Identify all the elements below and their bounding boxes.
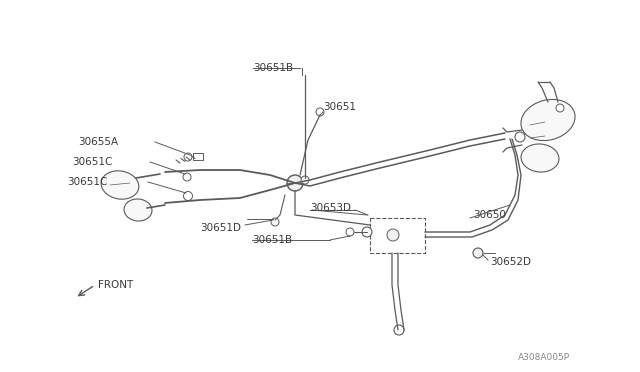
Text: A308A005P: A308A005P — [518, 353, 570, 362]
Text: 30650: 30650 — [473, 210, 506, 220]
Text: 30651B: 30651B — [252, 235, 292, 245]
Text: 30653D: 30653D — [310, 203, 351, 213]
Ellipse shape — [101, 171, 139, 199]
Circle shape — [183, 173, 191, 181]
Ellipse shape — [521, 99, 575, 141]
Text: 30655A: 30655A — [78, 137, 118, 147]
Ellipse shape — [521, 144, 559, 172]
Text: 30652D: 30652D — [490, 257, 531, 267]
Bar — [193, 153, 203, 160]
Text: 30651: 30651 — [323, 102, 356, 112]
Circle shape — [473, 248, 483, 258]
Circle shape — [316, 108, 324, 116]
Circle shape — [287, 175, 303, 191]
Text: FRONT: FRONT — [98, 280, 133, 290]
Text: 30651C: 30651C — [67, 177, 108, 187]
Circle shape — [184, 192, 193, 201]
Circle shape — [556, 104, 564, 112]
Text: 30651B: 30651B — [253, 63, 293, 73]
Text: 30651C: 30651C — [72, 157, 113, 167]
Circle shape — [362, 227, 372, 237]
Text: 30651D: 30651D — [200, 223, 241, 233]
Circle shape — [301, 176, 309, 184]
Circle shape — [271, 218, 279, 226]
Ellipse shape — [124, 199, 152, 221]
Bar — [370, 218, 425, 253]
Circle shape — [346, 228, 354, 236]
Circle shape — [184, 153, 192, 161]
Circle shape — [387, 229, 399, 241]
Circle shape — [394, 325, 404, 335]
Circle shape — [515, 132, 525, 142]
